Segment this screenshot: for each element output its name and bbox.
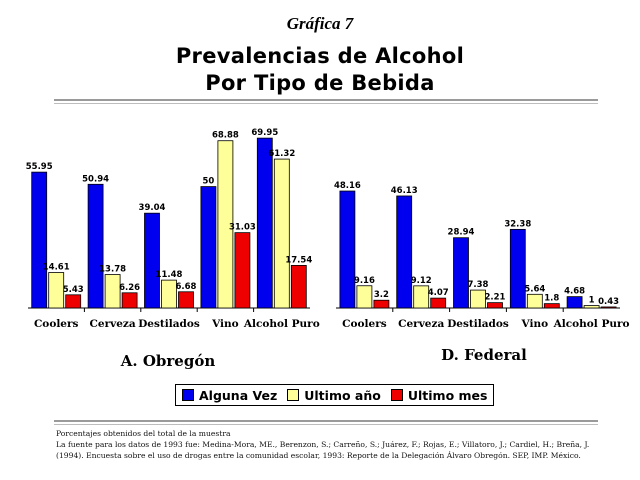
legend-swatch-ultimo-mes [390,389,403,401]
chart-1-data-label: 14.61 [43,263,70,273]
chart-2-data-label: 28.94 [448,228,475,238]
chart-2-bar-ultimo-ano [583,305,600,309]
chart-2-bar-alguna-vez [339,190,356,309]
chart-2-bar-ultimo-mes [600,306,617,309]
chart-2-bar-ultimo-ano [470,289,486,309]
chart-2-bar-alguna-vez [509,228,526,309]
chart-2-bar-alguna-vez [453,237,469,309]
chart-1-bar-ultimo-mes [234,232,251,309]
chart-1-bar-alguna-vez [87,183,104,309]
chart-2-data-label: 0.43 [598,297,619,307]
chart-2-data-label: 1 [589,296,595,306]
chart-1-data-label: 68.88 [212,131,239,141]
chart-1-data-label: 13.78 [99,265,126,275]
chart-2-data-label: 3.2 [374,290,389,300]
chart-2-bar-ultimo-ano [356,285,373,309]
chart-2-data-label: 48.16 [334,181,361,191]
legend-item-ultimo-mes: Ultimo mes [390,387,488,403]
chart-2-data-label: 32.38 [504,219,531,229]
chart-1-bar-ultimo-ano [104,274,121,309]
chart-2-bar-alguna-vez [396,195,413,309]
chart-1-data-label: 69.95 [251,128,278,138]
legend-label-ultimo-ano: Ultimo año [304,387,381,403]
chart-2-data-label: 4.68 [564,287,585,297]
chart-2-category-label: Cerveza [398,318,444,330]
chart-1-data-label: 39.04 [139,203,166,213]
chart-1-bar-ultimo-ano [161,279,177,309]
chart-2-bar-ultimo-mes [373,299,390,309]
chart-1-bar-alguna-vez [200,186,217,309]
chart-1-data-label: 5.43 [63,285,84,295]
note-line-1: Porcentajes obtenidos del total de la mu… [56,429,231,438]
charts-canvas: 55.95 14.61 5.43 Coolers 50.94 13.78 6.26 Cerve… [26,128,630,370]
chart-1-data-label: 50 [202,177,214,187]
top-rule [54,99,598,101]
chart-2-bar-ultimo-ano [526,293,543,309]
chart-1-data-label: 31.03 [229,223,256,233]
chart-2-category-label: Vino [521,318,549,330]
legend-item-ultimo-ano: Ultimo año [287,388,381,403]
chart-1-bar-alguna-vez [31,171,48,309]
figure-label: Gráfica 7 [286,14,354,33]
chart-2-data-label: 2.21 [485,293,506,303]
chart-2-bar-ultimo-mes [430,297,447,309]
chart-1-bar-ultimo-ano [273,158,290,309]
chart-1-bar-ultimo-mes [121,292,138,309]
chart-2-data-label: 7.38 [468,280,489,290]
chart-1-bar-ultimo-mes [65,294,82,309]
chart-1-category-label: Destilados [138,318,200,330]
chart-2-data-label: 9.16 [354,276,375,286]
chart-1-bar-ultimo-mes [178,291,194,309]
chart-title-line-2: Por Tipo de Bebida [205,71,435,95]
chart-1-category-label: Cerveza [90,318,136,330]
chart-2-data-label: 4.07 [428,288,449,298]
chart-1-category-label: Coolers [34,318,79,330]
note-line-3: (1994). Encuesta sobre el uso de drogas … [56,451,581,460]
note-line-2: La fuente para los datos de 1993 fue: Me… [56,440,590,449]
chart-title-line-1: Prevalencias de Alcohol [175,44,465,68]
chart-1-subtitle: A. Obregón [120,352,216,370]
chart-2-category-label: Destilados [447,318,509,330]
chart-2-data-label: 5.64 [524,284,545,294]
chart-1-bar-ultimo-ano [217,140,234,309]
top-rule-thin [54,103,598,104]
chart-1-bar-alguna-vez [256,137,273,309]
chart-1-bar-ultimo-mes [290,265,307,309]
chart-1-data-label: 6.26 [119,283,140,293]
legend-swatch-ultimo-ano [287,389,300,401]
chart-1-data-label: 61.32 [268,149,295,159]
bottom-rule-thin [54,424,598,425]
chart-1-bar-alguna-vez [144,212,160,309]
chart-2-category-label: Alcohol Puro [553,318,630,330]
chart-2-bar-ultimo-mes [543,303,560,309]
chart-2-data-label: 46.13 [391,186,418,196]
chart-2-data-label: 1.8 [544,294,559,304]
legend-item-alguna-vez: Alguna Vez [182,388,277,403]
chart-2-category-label: Coolers [342,318,387,330]
legend-swatch-alguna-vez [182,389,194,401]
chart-1-data-label: 55.95 [26,162,53,172]
chart-1-bar-ultimo-ano [48,272,65,309]
legend: Alguna Vez Ultimo año Ultimo mes [175,384,495,406]
source-notes: Porcentajes obtenidos del total de la mu… [56,428,616,461]
chart-1-category-label: Vino [211,318,239,330]
chart-1-data-label: 11.48 [156,270,183,280]
chart-2-bar-alguna-vez [566,296,583,309]
chart-1-data-label: 6.68 [176,282,197,292]
chart-2-bar-ultimo-ano [413,285,430,309]
bottom-rule [54,420,598,422]
chart-2-bar-ultimo-mes [487,302,503,309]
chart-2-data-label: 9.12 [411,276,432,286]
chart-1-data-label: 50.94 [82,174,109,184]
chart-2-subtitle: D. Federal [441,346,527,364]
chart-1-data-label: 17.54 [285,255,312,265]
legend-label-ultimo-mes: Ultimo mes [407,387,488,403]
chart-1-category-label: Alcohol Puro [243,318,320,330]
legend-label-alguna-vez: Alguna Vez [199,387,278,403]
